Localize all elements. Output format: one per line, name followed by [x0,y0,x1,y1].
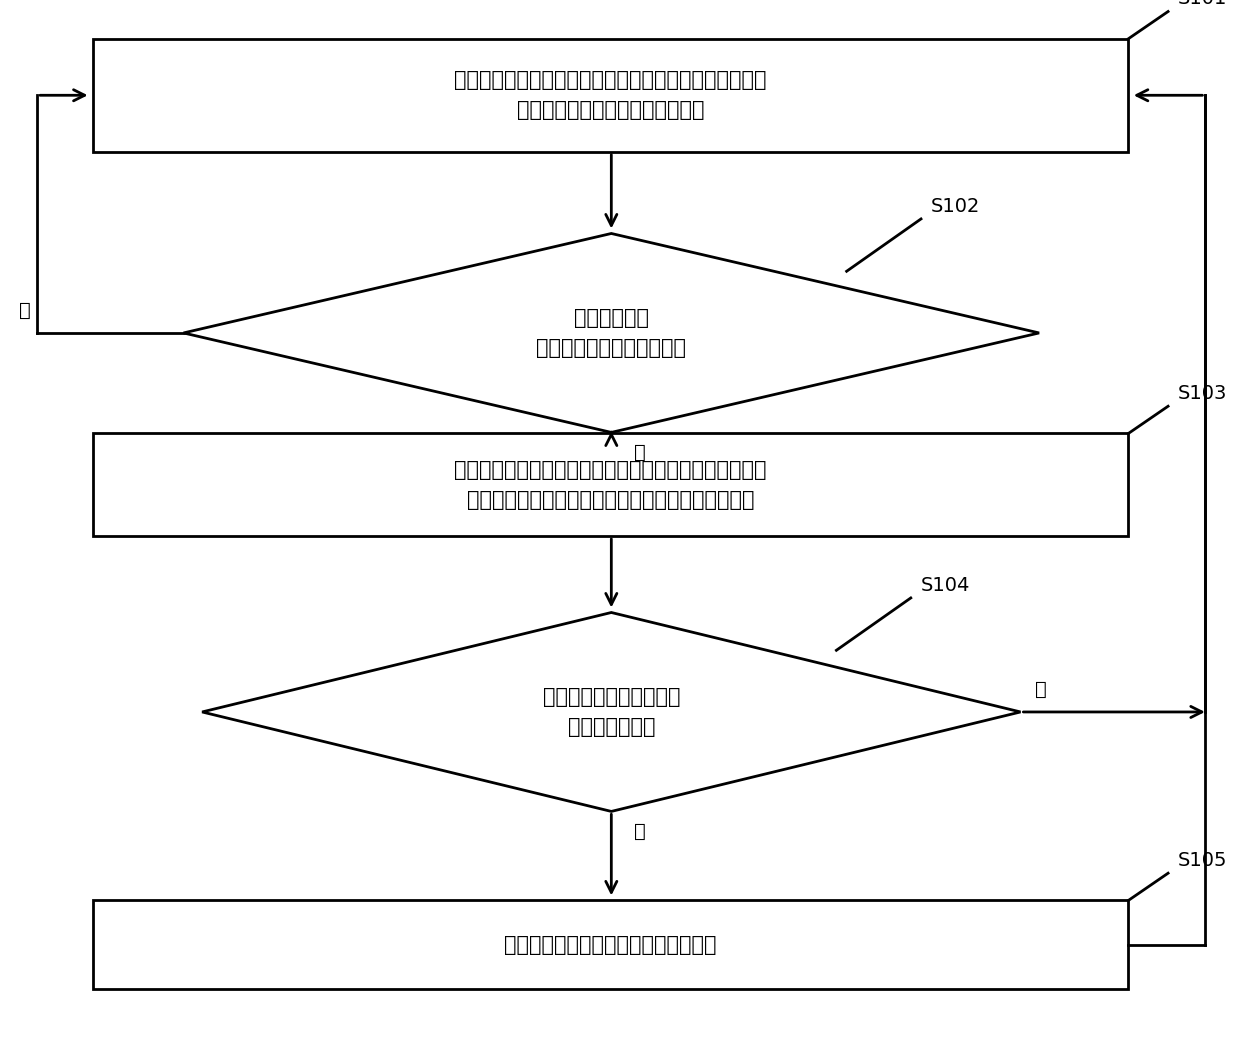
Text: 否: 否 [1035,681,1047,699]
FancyBboxPatch shape [93,39,1128,152]
Text: S101: S101 [1178,0,1228,8]
Polygon shape [202,612,1021,811]
Text: S102: S102 [931,197,981,216]
Text: S103: S103 [1178,384,1228,403]
Text: 预设时间段获取检测设备对考核对象用电功率的检测结果
；其中，该检测结果包括功率因数: 预设时间段获取检测设备对考核对象用电功率的检测结果 ；其中，该检测结果包括功率因… [454,70,768,120]
Text: 否: 否 [20,302,31,320]
Text: 是: 是 [634,443,645,462]
Text: 判断功率因数
是否低于预设功率因数阈值: 判断功率因数 是否低于预设功率因数阈值 [537,308,686,358]
Text: S104: S104 [920,576,970,595]
Text: 将违章次数发送至考核对象的通信设备: 将违章次数发送至考核对象的通信设备 [505,935,717,955]
Text: 是: 是 [634,822,645,841]
Polygon shape [184,233,1039,432]
Text: S105: S105 [1178,851,1228,870]
Text: 将考核的违章次数增加一次，得到当前违章次数，并存储
考核对象的违章数据，该违章数据包括当前违章次数: 将考核的违章次数增加一次，得到当前违章次数，并存储 考核对象的违章数据，该违章数… [454,460,768,510]
FancyBboxPatch shape [93,433,1128,536]
Text: 判断当前违章次数是否大
于预设次数阈值: 判断当前违章次数是否大 于预设次数阈值 [543,687,680,737]
FancyBboxPatch shape [93,900,1128,989]
